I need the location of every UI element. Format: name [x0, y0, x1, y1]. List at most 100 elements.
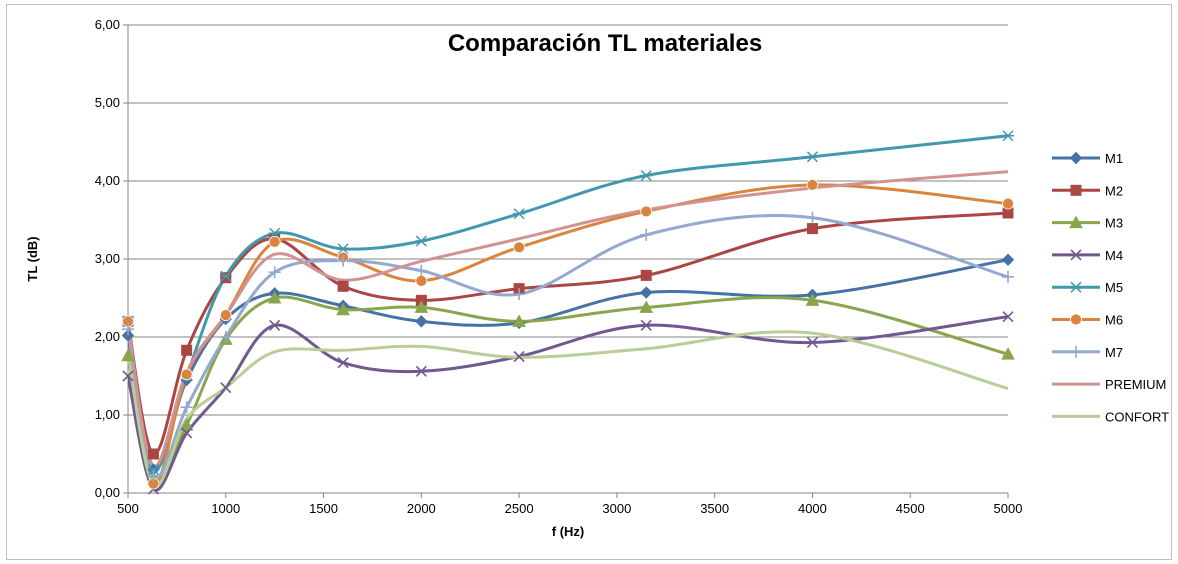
legend-item-m7: M7: [1052, 345, 1123, 360]
x-tick-label: 500: [117, 501, 139, 516]
legend-marker: [1070, 313, 1082, 326]
x-tick-label: 4000: [798, 501, 827, 516]
data-point-m2: [147, 448, 159, 460]
data-point-m3: [121, 348, 135, 362]
legend-marker: [1070, 281, 1082, 293]
y-tick-label: 5,00: [95, 95, 120, 110]
x-axis-title: f (Hz): [552, 524, 585, 539]
data-point-m4: [1002, 311, 1014, 323]
legend-label: M2: [1105, 183, 1123, 198]
y-tick-label: 1,00: [95, 407, 120, 422]
data-point-m3: [512, 314, 526, 327]
series-line-m4: [128, 315, 1009, 492]
data-point-m3: [336, 302, 350, 316]
legend-item-m5: M5: [1052, 280, 1123, 295]
data-point-m7: [122, 323, 134, 336]
y-tick-label: 0,00: [95, 485, 120, 500]
series-line-premium: [128, 170, 1009, 468]
x-tick-label: 2500: [505, 501, 534, 516]
data-point-m5: [513, 208, 526, 220]
data-point-m6: [415, 274, 428, 287]
data-point-m5: [1002, 130, 1014, 142]
legend-item-m3: M3: [1052, 215, 1123, 231]
data-point-m5: [640, 170, 653, 182]
legend-label: M5: [1105, 280, 1123, 295]
chart-title: Comparación TL materiales: [448, 30, 762, 57]
legend-marker: [1070, 249, 1082, 261]
series-line-confort: [128, 330, 1009, 488]
data-point-m4: [337, 357, 349, 369]
data-point-m4: [415, 365, 427, 377]
data-point-m6: [513, 241, 526, 254]
data-point-m3: [414, 300, 429, 313]
series-markers: [121, 130, 1015, 495]
data-point-m7: [268, 266, 281, 279]
x-tick-label: 2000: [407, 501, 436, 516]
data-point-m7: [806, 211, 819, 224]
series-line-m1: [128, 258, 1009, 472]
data-point-m2: [806, 223, 818, 235]
data-point-m1: [640, 286, 653, 299]
x-tick-label: 3500: [700, 501, 729, 516]
data-point-m4: [122, 370, 134, 382]
x-tick-label: 1500: [309, 501, 338, 516]
data-point-m7: [415, 264, 428, 277]
chart-area: 0,00 1,00 2,00 3,00 4,00 5,00 6,00 500 1000 1500 2…: [6, 4, 1172, 560]
legend-item-m6: M6: [1052, 313, 1123, 328]
legend-label: CONFORT: [1105, 409, 1169, 424]
legend-marker: [1069, 151, 1083, 165]
legend-item-m1: M1: [1052, 151, 1123, 166]
data-point-m4: [220, 382, 232, 394]
data-point-m5: [806, 151, 819, 163]
series-line-m7: [128, 214, 1009, 480]
legend-item-m4: M4: [1052, 248, 1123, 263]
data-point-m2: [181, 344, 193, 356]
legend-label: M7: [1105, 345, 1123, 360]
data-point-m5: [219, 270, 232, 282]
legend-item-premium: PREMIUM: [1052, 377, 1166, 392]
data-point-m7: [513, 288, 526, 301]
data-point-m4: [640, 319, 652, 331]
legend-label: M4: [1105, 248, 1123, 263]
data-point-m5: [337, 243, 350, 255]
series-line-m2: [128, 211, 1009, 456]
data-point-m6: [180, 368, 193, 381]
legend-item-m2: M2: [1052, 183, 1123, 198]
series-line-m6: [128, 183, 1009, 486]
data-point-m6: [219, 309, 232, 322]
legend-marker: [1070, 345, 1082, 358]
legend-label: M3: [1105, 216, 1123, 231]
x-tick-label: 5000: [994, 501, 1023, 516]
legend-label: PREMIUM: [1105, 377, 1166, 392]
line-chart: 0,00 1,00 2,00 3,00 4,00 5,00 6,00 500 1000 1500 2…: [25, 17, 1169, 539]
y-tick-label: 6,00: [95, 17, 120, 32]
data-point-m4: [181, 427, 193, 439]
legend-label: M6: [1105, 313, 1123, 328]
data-point-m7: [1002, 270, 1014, 283]
data-point-m7: [640, 228, 653, 241]
data-point-m7: [147, 469, 160, 482]
data-point-m3: [179, 418, 194, 431]
data-point-m1: [1001, 253, 1015, 266]
data-point-m3: [267, 290, 282, 304]
data-point-m6: [1002, 197, 1014, 210]
y-axis-title: TL (dB): [25, 236, 40, 281]
data-point-m4: [513, 350, 525, 363]
data-point-m3: [1001, 347, 1015, 360]
data-point-m4: [806, 336, 819, 349]
legend-marker: [1070, 184, 1082, 196]
y-tick-label: 4,00: [95, 173, 120, 188]
grid-lines: [128, 24, 1008, 416]
data-point-m4: [269, 319, 281, 331]
series-line-m3: [128, 295, 1009, 483]
data-point-m5: [415, 235, 428, 247]
legend-marker: [1069, 215, 1083, 229]
data-point-m7: [180, 401, 193, 414]
series-lines: [128, 134, 1009, 492]
data-point-m7: [337, 254, 350, 267]
data-point-m3: [805, 293, 820, 306]
data-point-m2: [337, 280, 349, 292]
data-point-m2: [220, 272, 232, 284]
x-tick-label: 1000: [211, 501, 240, 516]
data-point-m3: [639, 300, 654, 313]
